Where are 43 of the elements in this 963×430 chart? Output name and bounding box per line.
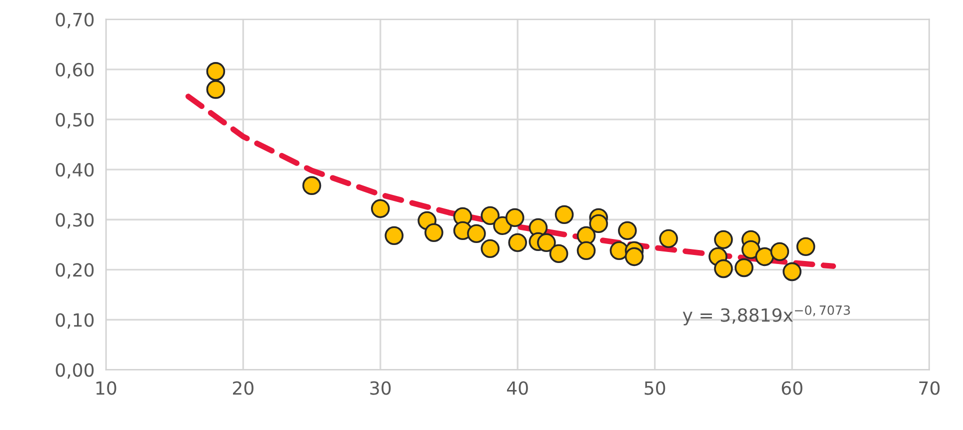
point bbox=[714, 230, 733, 250]
x-tick-label: 10 bbox=[96, 381, 116, 395]
point bbox=[467, 224, 486, 244]
y-tick-label: 0,20 bbox=[56, 263, 94, 279]
point bbox=[370, 199, 390, 218]
point bbox=[384, 226, 404, 246]
point bbox=[206, 62, 226, 81]
point bbox=[755, 247, 774, 266]
x-tick-label: 20 bbox=[232, 381, 254, 395]
y-tick-label: 0,00 bbox=[56, 363, 94, 379]
point bbox=[734, 258, 754, 278]
point bbox=[554, 205, 574, 224]
point bbox=[302, 176, 322, 195]
y-tick-label: 0,30 bbox=[56, 213, 94, 229]
x-tick-label: 50 bbox=[644, 381, 666, 395]
point bbox=[505, 208, 524, 228]
point bbox=[589, 214, 608, 234]
point bbox=[714, 259, 733, 278]
y-tick-label: 0,60 bbox=[56, 62, 94, 78]
point bbox=[424, 223, 444, 242]
point bbox=[480, 206, 500, 226]
point bbox=[480, 239, 500, 258]
point bbox=[508, 233, 528, 252]
x-tick-label: 30 bbox=[370, 381, 391, 395]
point bbox=[782, 262, 802, 282]
x-tick-label: 40 bbox=[507, 381, 528, 395]
point bbox=[576, 241, 596, 260]
annotation: y = 3,8819x$^{−0,7073}$ bbox=[682, 305, 850, 326]
point bbox=[549, 244, 568, 264]
y-tick-label: 0,10 bbox=[56, 313, 94, 329]
point bbox=[770, 242, 790, 262]
point bbox=[206, 80, 226, 99]
x-tick-label: 70 bbox=[919, 381, 940, 395]
point bbox=[618, 221, 637, 240]
y-tick-label: 0,50 bbox=[56, 112, 94, 128]
point bbox=[624, 247, 644, 266]
y-tick-label: 0,40 bbox=[56, 163, 94, 178]
point bbox=[796, 237, 816, 256]
point bbox=[659, 229, 678, 248]
point bbox=[741, 240, 760, 260]
x-tick-label: 60 bbox=[782, 381, 802, 395]
point bbox=[537, 233, 556, 252]
y-tick-label: 0,70 bbox=[56, 12, 94, 28]
